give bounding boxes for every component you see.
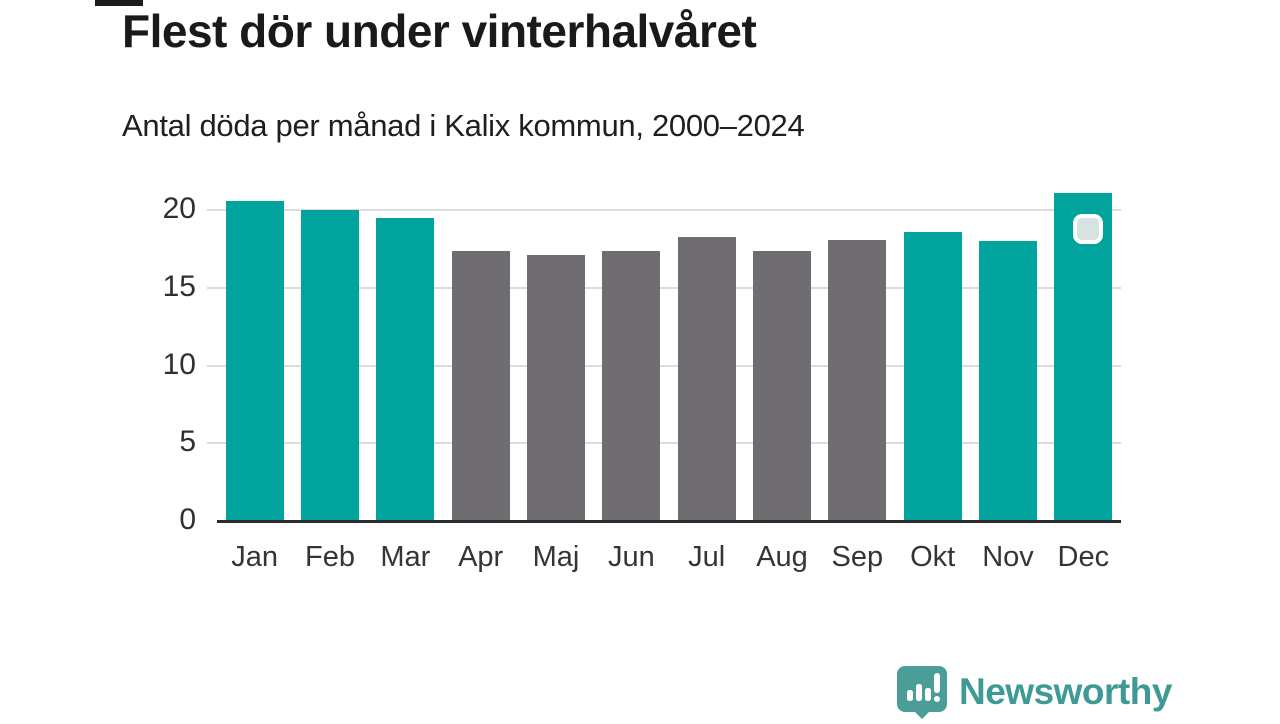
x-tick-label-jan: Jan bbox=[231, 541, 279, 573]
bar-sep bbox=[828, 239, 887, 521]
x-tick-label-mar: Mar bbox=[380, 541, 431, 573]
gridline-5 bbox=[207, 442, 1121, 445]
bar-apr bbox=[451, 250, 510, 521]
x-tick-label-okt: Okt bbox=[910, 541, 956, 573]
x-tick-label-feb: Feb bbox=[305, 541, 355, 573]
x-tick-label-maj: Maj bbox=[532, 541, 580, 573]
bar-jul bbox=[677, 236, 736, 521]
bar-jan bbox=[225, 200, 284, 521]
x-tick-label-apr: Apr bbox=[458, 541, 504, 573]
screenshot-edge-artifact bbox=[95, 0, 143, 6]
chart-title: Flest dör under vinterhalvåret bbox=[122, 5, 757, 57]
gridline-10 bbox=[207, 364, 1121, 367]
x-tick-label-jun: Jun bbox=[607, 541, 655, 573]
newsworthy-bubble-icon bbox=[895, 664, 949, 719]
x-tick-label-nov: Nov bbox=[982, 541, 1034, 573]
bar-jun bbox=[602, 250, 661, 521]
x-tick-label-aug: Aug bbox=[756, 541, 808, 573]
brand-wordmark: Newsworthy bbox=[959, 670, 1172, 712]
chart-subtitle: Antal döda per månad i Kalix kommun, 200… bbox=[122, 108, 805, 143]
bar-feb bbox=[301, 210, 359, 521]
x-tick-label-dec: Dec bbox=[1057, 541, 1110, 573]
newsworthy-logo: Newsworthy bbox=[895, 663, 1172, 720]
y-tick-label-10: 10 bbox=[162, 347, 196, 381]
x-axis-line bbox=[217, 520, 1121, 523]
bar-okt bbox=[903, 231, 962, 521]
bar-dec bbox=[1054, 193, 1113, 521]
bar-mar bbox=[376, 217, 435, 521]
highlight-marker bbox=[1073, 214, 1104, 245]
x-tick-label-sep: Sep bbox=[831, 541, 884, 573]
bar-maj bbox=[527, 255, 585, 521]
y-tick-label-5: 5 bbox=[179, 425, 196, 459]
x-tick-label-jul: Jul bbox=[688, 541, 726, 573]
bar-nov bbox=[979, 241, 1037, 521]
bar-aug bbox=[753, 250, 811, 521]
gridline-15 bbox=[207, 286, 1121, 289]
gridline-20 bbox=[207, 209, 1121, 212]
y-tick-label-0: 0 bbox=[179, 503, 196, 536]
y-tick-label-20: 20 bbox=[162, 192, 196, 226]
y-tick-label-15: 15 bbox=[162, 269, 196, 303]
